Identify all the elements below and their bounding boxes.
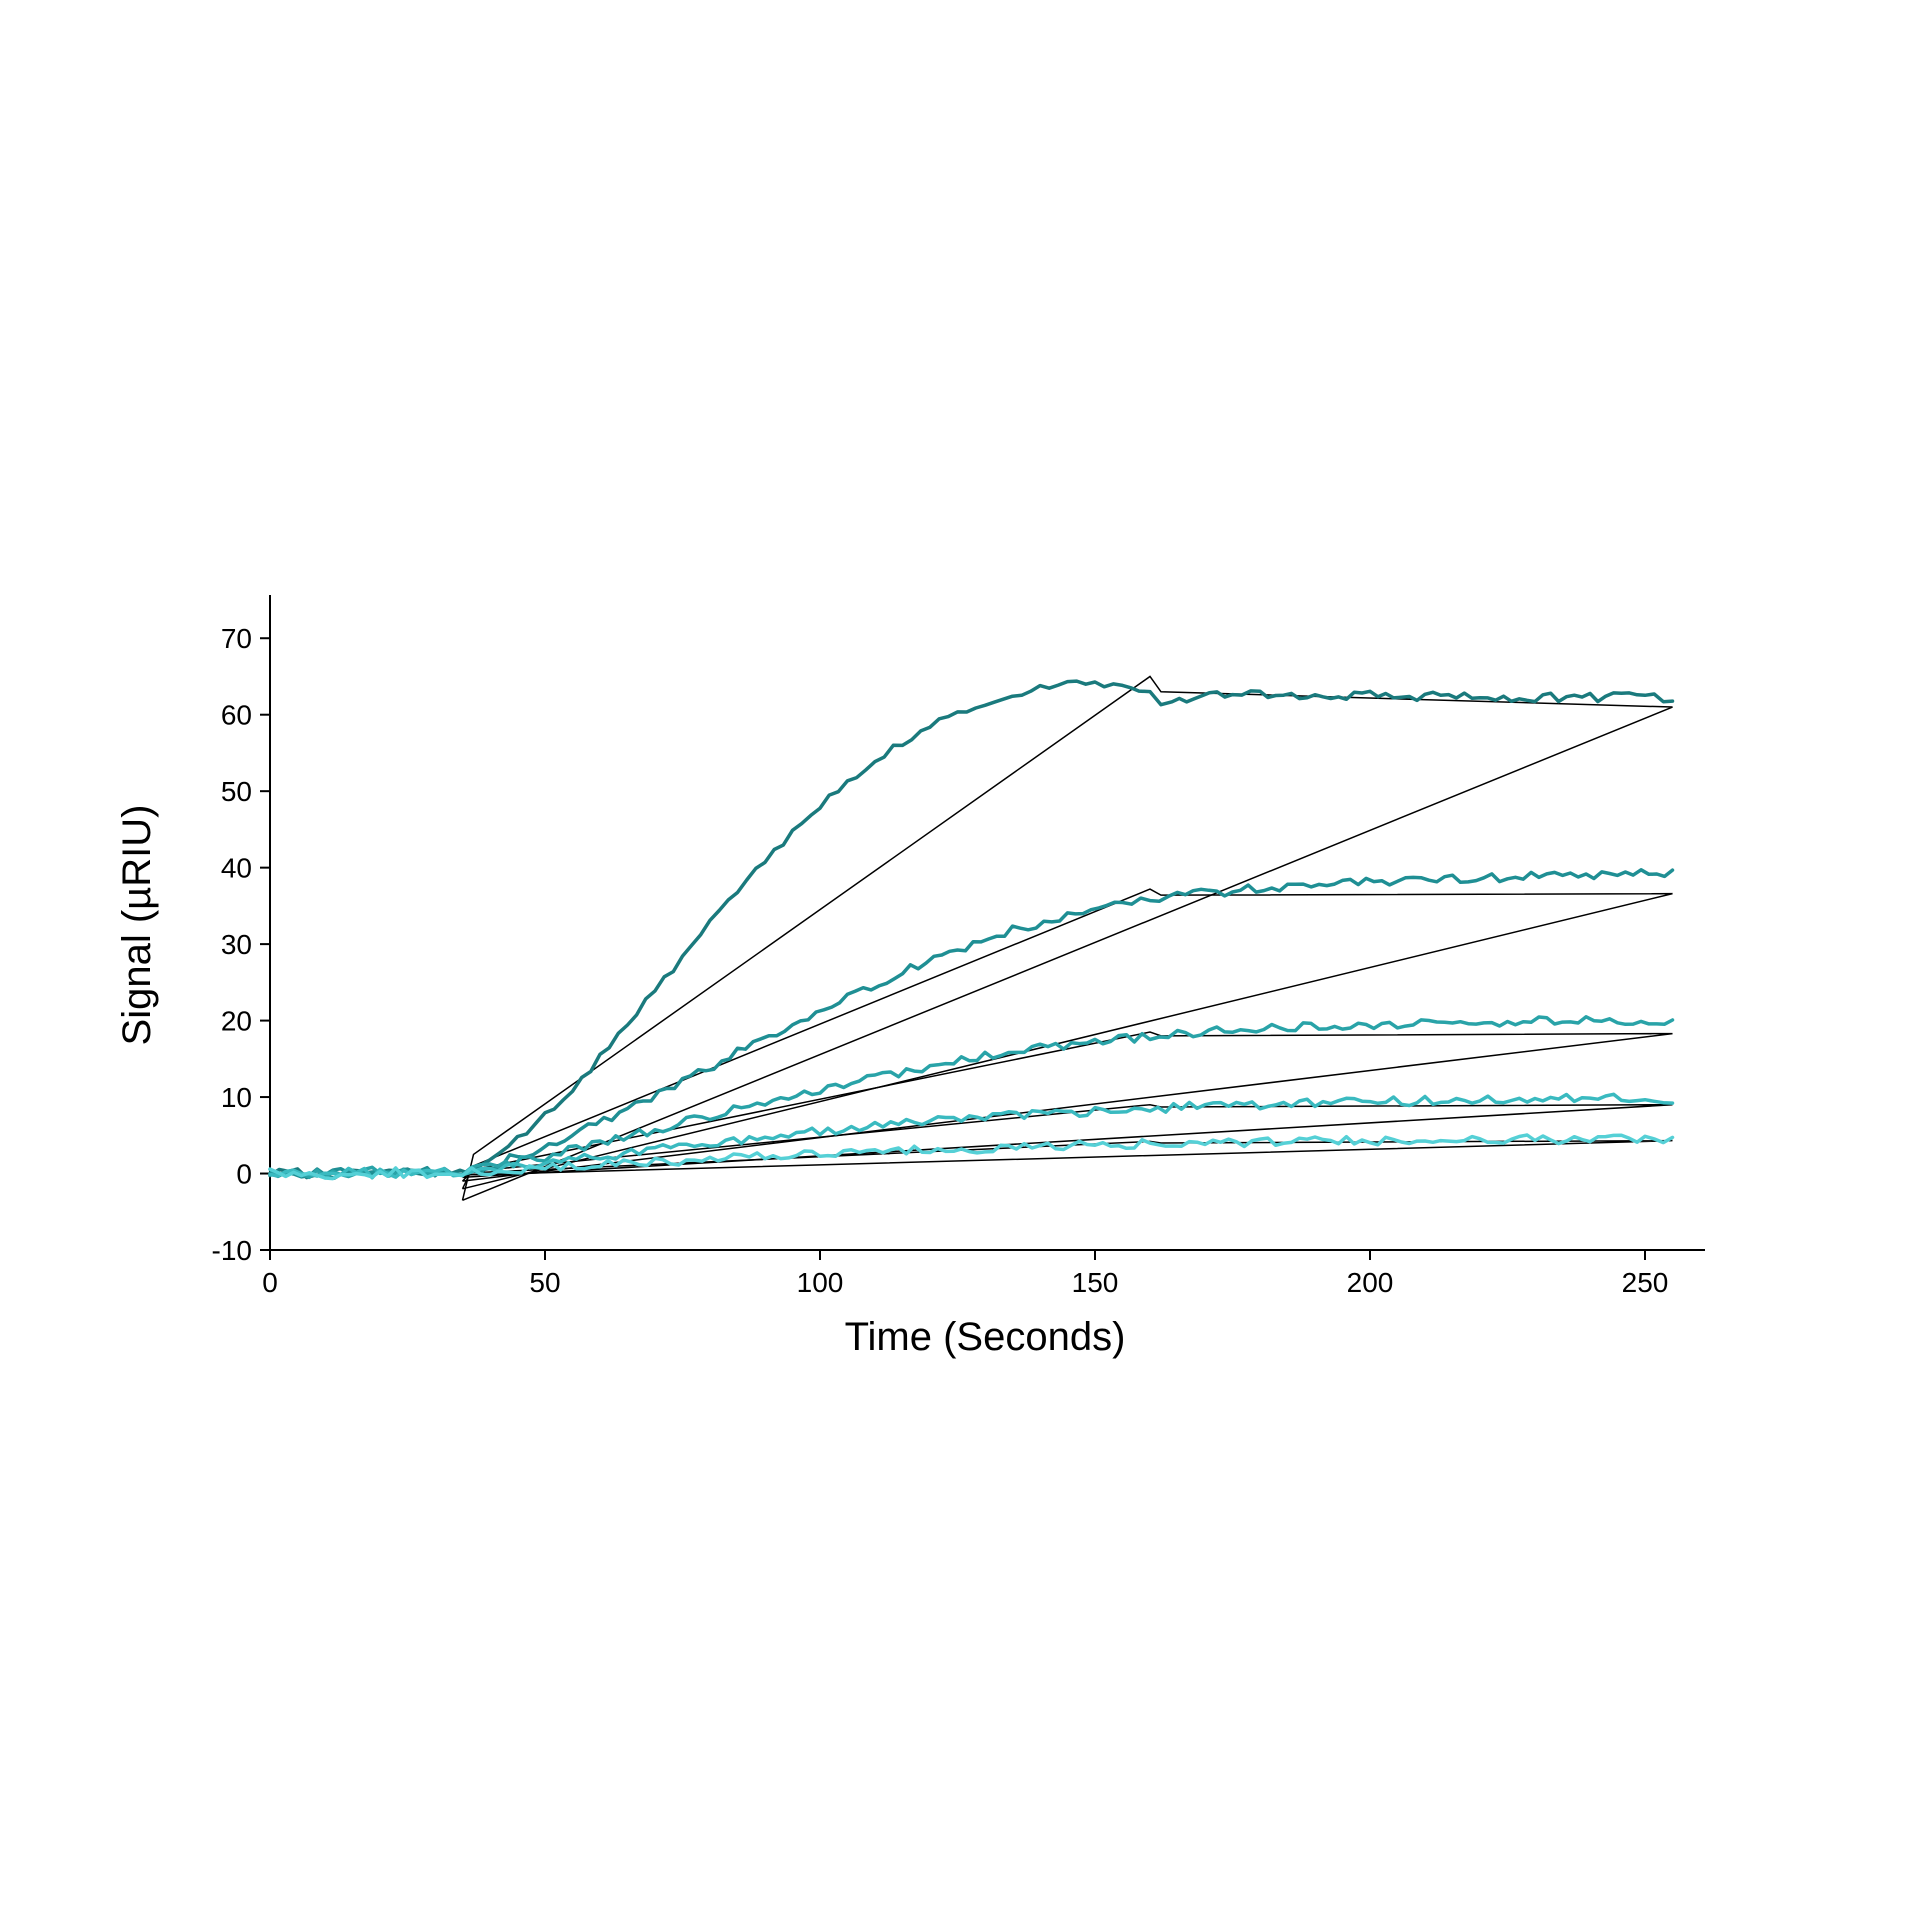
y-tick-label: 50	[221, 776, 252, 807]
y-tick-label: 10	[221, 1082, 252, 1113]
y-tick-label: 20	[221, 1006, 252, 1037]
x-tick-label: 0	[262, 1267, 278, 1298]
y-axis-title: Signal (µRIU)	[115, 805, 159, 1046]
y-tick-label: 40	[221, 853, 252, 884]
y-tick-label: 60	[221, 700, 252, 731]
x-tick-label: 200	[1347, 1267, 1394, 1298]
x-axis-title: Time (Seconds)	[845, 1315, 1126, 1359]
y-tick-label: 70	[221, 623, 252, 654]
y-tick-label: 0	[236, 1159, 252, 1190]
x-tick-label: 150	[1072, 1267, 1119, 1298]
y-tick-label: 30	[221, 929, 252, 960]
sensorgram-chart: -10 0 10 20 30 40 50 60 70 0 50 100 150 200 250 Time (S…	[0, 0, 1920, 1920]
x-tick-label: 50	[529, 1267, 560, 1298]
x-tick-label: 250	[1622, 1267, 1669, 1298]
x-tick-label: 100	[797, 1267, 844, 1298]
y-tick-label: -10	[212, 1235, 252, 1266]
chart-background	[0, 0, 1920, 1920]
